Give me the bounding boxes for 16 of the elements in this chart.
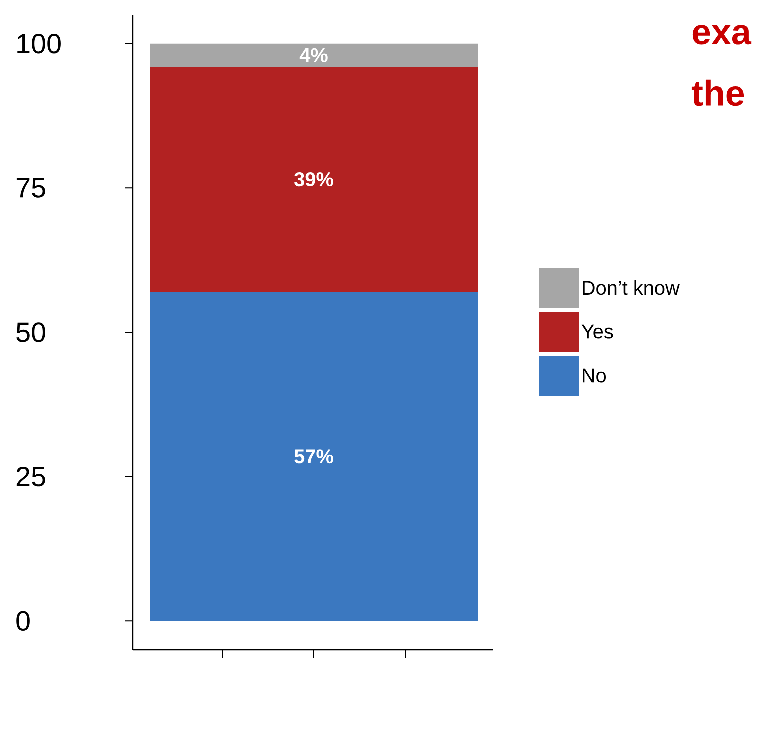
text: exa [692, 25, 752, 45]
bar [150, 66, 478, 292]
y-tick-label: 0 [16, 611, 30, 632]
data-label: 4% [300, 48, 328, 62]
legend-label: Yes [582, 324, 614, 339]
legend-label: No [583, 368, 606, 383]
text: the [692, 80, 744, 106]
bar [150, 44, 478, 67]
y-tick-label: 75 [16, 178, 46, 198]
y-tick-label: 50 [16, 322, 46, 342]
data-label: 57% [294, 450, 334, 464]
bar [150, 292, 478, 622]
y-tick-label: 25 [16, 466, 46, 487]
y-tick-label: 100 [18, 34, 61, 54]
legend-label: Don’t know [583, 280, 680, 296]
data-label: 39% [294, 172, 334, 187]
